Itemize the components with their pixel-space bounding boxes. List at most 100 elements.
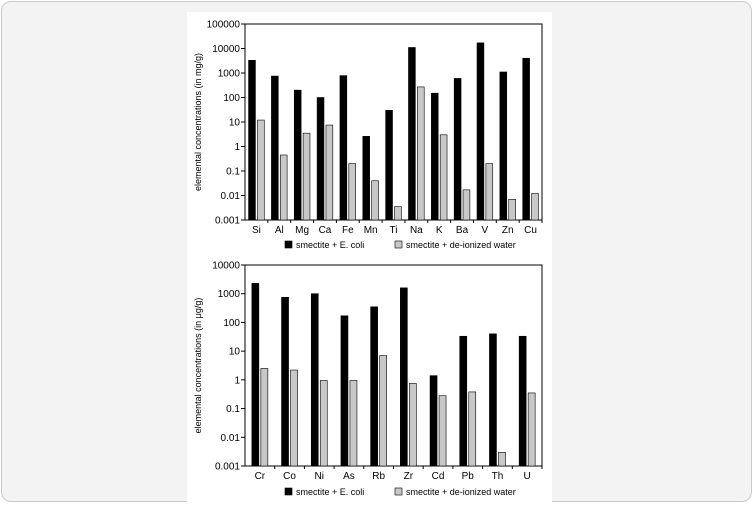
bar-ecoli	[293, 89, 302, 221]
bar-water	[371, 180, 379, 221]
bar-ecoli	[459, 335, 468, 467]
legend-label-water: smectite + de-ionized water	[406, 487, 516, 497]
bar-water	[438, 395, 447, 467]
x-tick-label: Th	[492, 471, 504, 482]
chart-1: 0.001 0.01 0.1 1 10 100 1000 10000 100000 element…	[193, 20, 543, 250]
chart-2: 0.001 0.01 0.1 1 10 100 1000 10000 elemental con…	[193, 261, 543, 497]
x-tick-label: Si	[252, 225, 261, 236]
x-tick-label: Ca	[319, 225, 332, 236]
bar-water	[468, 391, 477, 467]
bar-water	[439, 134, 448, 221]
bar-ecoli	[271, 75, 279, 221]
bar-water	[325, 124, 334, 221]
bar-ecoli	[362, 136, 370, 221]
plot-area	[244, 23, 543, 221]
legend-label-ecoli: smectite + E. coli	[296, 240, 364, 250]
legend-label-water: smectite + de-ionized water	[406, 240, 516, 250]
y-tick-label: 1	[234, 375, 240, 386]
y-axis-label: elemental concentrations (in mg/g)	[193, 53, 203, 191]
bar-water	[462, 189, 471, 221]
bar-water	[349, 380, 358, 467]
y-tick-label: 0.1	[226, 404, 240, 415]
y-tick-label: 100	[223, 318, 240, 329]
legend-label-ecoli: smectite + E. coli	[296, 487, 364, 497]
x-tick-label: Pb	[462, 471, 475, 482]
bar-ecoli	[408, 47, 416, 221]
x-tick-label: As	[343, 471, 355, 482]
bar-ecoli	[400, 287, 408, 467]
bar-water	[531, 193, 539, 221]
bar-water	[409, 383, 417, 467]
bar-ecoli	[339, 75, 348, 221]
y-tick-label: 0.1	[226, 167, 240, 178]
y-tick-label: 10000	[212, 44, 240, 55]
x-tick-label: Ba	[456, 225, 469, 236]
legend-swatch-water	[394, 240, 403, 249]
legend-swatch-ecoli	[284, 487, 293, 496]
bar-water	[260, 368, 269, 467]
legend-swatch-ecoli	[284, 240, 293, 249]
x-tick-label: Rb	[372, 471, 385, 482]
bar-ecoli	[385, 110, 393, 221]
bar-water	[290, 369, 298, 467]
y-tick-label: 0.001	[215, 462, 240, 473]
bar-water	[527, 392, 536, 467]
bar-water	[379, 355, 387, 467]
plot-area	[244, 264, 543, 467]
x-tick-label: Ti	[390, 225, 398, 236]
bar-water	[417, 86, 425, 221]
x-tick-label: Zr	[404, 471, 414, 482]
x-tick-label: Al	[275, 225, 284, 236]
bar-ecoli	[340, 315, 349, 467]
y-tick-label: 0.01	[221, 433, 241, 444]
x-tick-label: V	[482, 225, 489, 236]
x-tick-label: Co	[283, 471, 296, 482]
y-tick-label: 10000	[212, 261, 240, 272]
bar-ecoli	[431, 92, 439, 221]
x-tick-label: Cr	[255, 471, 266, 482]
y-axis-label: elemental concentrations (in μg/g)	[193, 298, 203, 434]
bar-ecoli	[429, 375, 438, 467]
x-tick-label: U	[524, 471, 531, 482]
bar-ecoli	[518, 335, 527, 467]
bar-ecoli	[522, 57, 530, 221]
y-tick-label: 1000	[218, 69, 241, 80]
bar-water	[319, 380, 328, 467]
x-tick-label: Cu	[524, 225, 537, 236]
y-tick-label: 1000	[218, 289, 241, 300]
bar-water	[302, 132, 311, 221]
legend-swatch-water	[394, 487, 403, 496]
y-tick-label: 0.01	[221, 191, 241, 202]
bar-water	[394, 206, 402, 221]
figure-panel: 0.001 0.01 0.1 1 10 100 1000 10000 100000 element…	[187, 12, 552, 502]
bar-water	[498, 451, 506, 467]
bar-water	[257, 119, 265, 221]
bar-ecoli	[310, 293, 319, 467]
bar-ecoli	[251, 283, 260, 467]
bar-ecoli	[476, 42, 485, 221]
bar-ecoli	[499, 71, 508, 221]
bar-ecoli	[248, 59, 256, 221]
y-tick-label: 1	[234, 142, 240, 153]
bar-water	[348, 163, 356, 221]
x-tick-label: Na	[410, 225, 423, 236]
y-tick-label: 10	[229, 347, 241, 358]
x-tick-label: Mn	[364, 225, 378, 236]
bar-water	[485, 163, 494, 221]
x-tick-label: Cd	[432, 471, 445, 482]
y-tick-label: 100	[223, 93, 240, 104]
bar-ecoli	[370, 306, 378, 467]
x-tick-label: Fe	[342, 225, 354, 236]
y-tick-label: 0.001	[215, 216, 240, 227]
x-tick-label: Mg	[295, 225, 309, 236]
bar-water	[279, 154, 288, 221]
bar-ecoli	[453, 78, 462, 221]
x-tick-label: Ni	[315, 471, 324, 482]
x-tick-label: Zn	[502, 225, 514, 236]
y-tick-label: 100000	[207, 20, 241, 31]
bar-ecoli	[281, 297, 289, 467]
y-tick-label: 10	[229, 118, 241, 129]
bar-ecoli	[489, 333, 497, 467]
bar-ecoli	[316, 97, 325, 221]
x-tick-label: K	[436, 225, 443, 236]
